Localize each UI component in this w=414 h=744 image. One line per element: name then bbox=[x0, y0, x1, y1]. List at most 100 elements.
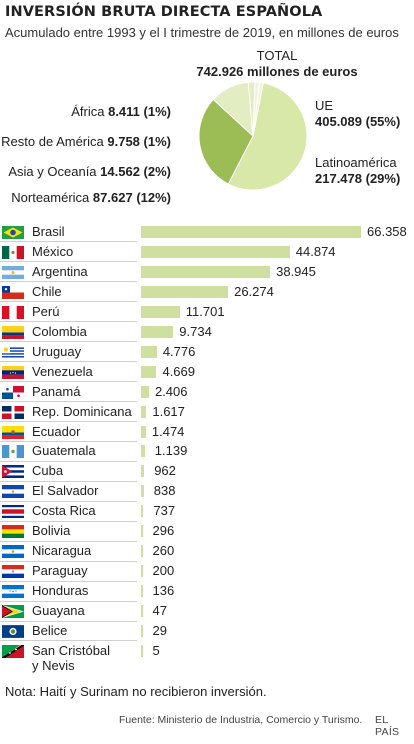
bar bbox=[141, 505, 144, 518]
pie-label-ue: UE 405.089 (55%) bbox=[315, 98, 400, 130]
bar-value-label: 2.406 bbox=[154, 383, 188, 399]
row-divider bbox=[0, 620, 137, 622]
total-label: TOTAL bbox=[256, 48, 298, 63]
country-label: Chile bbox=[32, 283, 62, 299]
bar-row: Nicaragua 260 bbox=[0, 541, 414, 561]
bar bbox=[141, 285, 229, 298]
pie-label-name: África bbox=[71, 104, 105, 119]
country-label: Uruguay bbox=[32, 343, 82, 359]
bar-value-label: 1.139 bbox=[154, 443, 188, 459]
costa-rica-flag-icon bbox=[2, 505, 24, 519]
pie-slice-áfrica bbox=[252, 81, 264, 137]
row-divider bbox=[0, 540, 137, 542]
el-salvador-flag-icon bbox=[2, 485, 24, 499]
pie-label-resto-america: Resto de América 9.758 (1%) bbox=[1, 134, 171, 149]
pie-label-value: 87.627 bbox=[92, 190, 133, 205]
bar-value-label: 66.358 bbox=[367, 224, 407, 239]
argentina-flag-icon bbox=[2, 265, 24, 279]
dominican-republic-flag-icon bbox=[2, 405, 24, 419]
pie-label-value: 217.478 bbox=[315, 171, 362, 186]
country-label: Bolivia bbox=[32, 523, 71, 539]
paraguay-flag-icon bbox=[2, 565, 24, 579]
country-label: Paraguay bbox=[32, 563, 88, 579]
pie-label-name: Asia y Oceanía bbox=[8, 164, 97, 179]
venezuela-flag-icon bbox=[2, 365, 24, 379]
country-label: El Salvador bbox=[32, 483, 99, 499]
pie-slice-latinoamérica bbox=[198, 98, 254, 185]
brazil-flag-icon bbox=[2, 226, 24, 239]
pie-label-name: UE bbox=[315, 98, 334, 113]
bar-value-label: 260 bbox=[152, 543, 175, 559]
bar bbox=[141, 245, 290, 258]
pie-label-pct: (55%) bbox=[365, 114, 401, 129]
row-divider bbox=[0, 241, 137, 243]
bar-row: San Cristóbal y Nevis 5 bbox=[0, 641, 414, 673]
row-divider bbox=[0, 421, 137, 422]
country-label: Guayana bbox=[32, 603, 85, 619]
row-divider bbox=[0, 321, 137, 323]
row-divider bbox=[0, 281, 137, 283]
bar bbox=[141, 405, 147, 418]
bar-row: Costa Rica 737 bbox=[0, 501, 414, 521]
row-divider bbox=[0, 440, 137, 442]
source-credit: Fuente: Ministerio de Industria, Comerci… bbox=[119, 714, 363, 726]
bar-row: Ecuador 1.474 bbox=[0, 422, 414, 442]
country-label: Venezuela bbox=[32, 363, 93, 379]
row-divider bbox=[0, 480, 137, 482]
country-label: Costa Rica bbox=[32, 503, 96, 519]
bar-value-label: 136 bbox=[152, 583, 175, 599]
bar bbox=[141, 605, 143, 618]
bar-row: Panamá 2.406 bbox=[0, 382, 414, 402]
row-divider bbox=[0, 460, 137, 462]
bar-row: México 44.874 bbox=[0, 242, 414, 262]
country-label: México bbox=[32, 243, 74, 259]
bar bbox=[141, 525, 143, 538]
pie-label-norteamerica: Norteamérica 87.627 (12%) bbox=[11, 190, 171, 205]
bar-value-label: 38.945 bbox=[276, 263, 316, 279]
row-divider bbox=[0, 520, 137, 522]
bar-row: Brasil 66.358 bbox=[0, 222, 414, 242]
bar bbox=[141, 644, 143, 657]
guatemala-flag-icon bbox=[2, 445, 24, 459]
colombia-flag-icon bbox=[2, 325, 24, 339]
row-divider bbox=[0, 361, 137, 363]
bar bbox=[141, 545, 143, 558]
pie-label-name: Norteamérica bbox=[11, 190, 90, 205]
bar-value-label: 962 bbox=[154, 463, 176, 479]
guyana-flag-icon bbox=[2, 605, 24, 619]
bar-value-label: 1.617 bbox=[152, 403, 185, 419]
country-label: Cuba bbox=[32, 463, 64, 479]
publisher-brand: EL PAÍS bbox=[375, 714, 400, 738]
bar-value-label: 44.874 bbox=[295, 243, 336, 259]
bar-row: Venezuela 4.669 bbox=[0, 362, 414, 382]
bar-row: Uruguay 4.776 bbox=[0, 342, 414, 362]
pie-label-africa: África 8.411 (1%) bbox=[71, 104, 171, 119]
bar bbox=[141, 585, 143, 598]
bar-value-label: 29 bbox=[152, 623, 167, 638]
pie-label-name: Latinoamérica bbox=[315, 155, 397, 170]
country-label: Ecuador bbox=[32, 423, 81, 439]
pie-label-value: 8.411 bbox=[108, 104, 140, 119]
bar-row: Paraguay 200 bbox=[0, 561, 414, 581]
bar-row: El Salvador 838 bbox=[0, 481, 414, 501]
pie-label-pct: (1%) bbox=[143, 104, 171, 119]
country-label: Brasil bbox=[32, 224, 65, 239]
bar bbox=[141, 625, 143, 637]
bar-row: Cuba 962 bbox=[0, 461, 414, 481]
nicaragua-flag-icon bbox=[2, 545, 24, 559]
row-divider bbox=[0, 640, 137, 642]
bar-row: Guatemala 1.139 bbox=[0, 441, 414, 461]
bar-row: Bolivia 296 bbox=[0, 521, 414, 541]
bar bbox=[141, 226, 361, 238]
country-label: Belice bbox=[32, 623, 68, 638]
bar-value-label: 11.701 bbox=[185, 303, 225, 319]
pie-label-latinoamerica: Latinoamérica 217.478 (29%) bbox=[315, 155, 400, 187]
bolivia-flag-icon bbox=[2, 525, 24, 539]
bar bbox=[141, 425, 146, 438]
country-label: Guatemala bbox=[32, 443, 96, 459]
chart-subtitle: Acumulado entre 1993 y el I trimestre de… bbox=[5, 25, 399, 40]
bar-row: Argentina 38.945 bbox=[0, 262, 414, 282]
country-label: Argentina bbox=[32, 263, 88, 279]
bar-value-label: 200 bbox=[152, 563, 175, 579]
honduras-flag-icon bbox=[2, 585, 24, 599]
